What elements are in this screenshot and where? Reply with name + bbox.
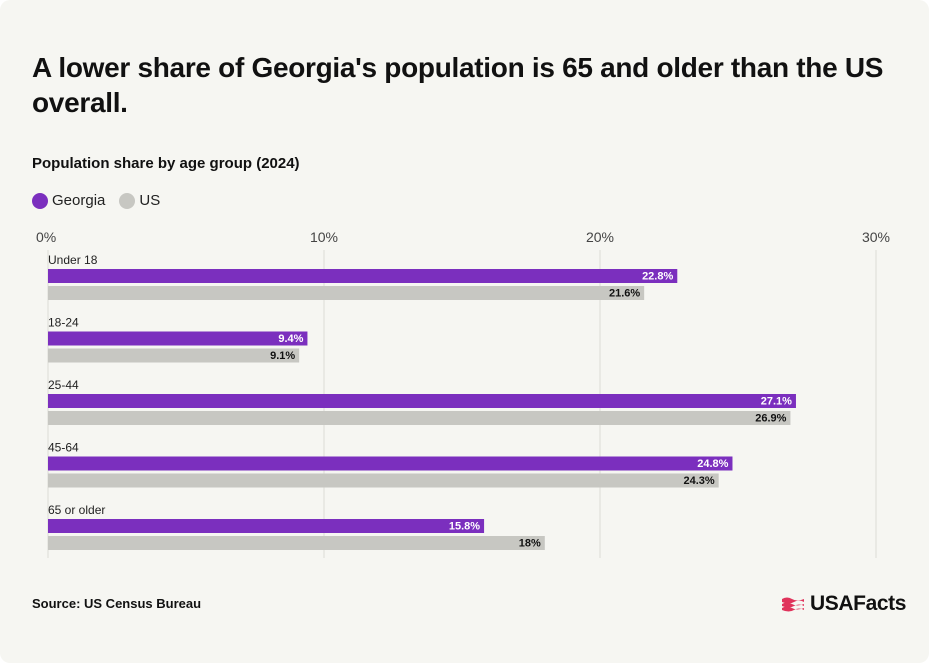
bar-us bbox=[48, 536, 545, 550]
data-label-georgia: 27.1% bbox=[761, 396, 792, 408]
legend-item-us: US bbox=[119, 192, 160, 209]
data-label-us: 9.1% bbox=[270, 350, 295, 362]
bar-us bbox=[48, 286, 645, 300]
bar-us bbox=[48, 348, 300, 363]
x-tick-label: 0% bbox=[36, 229, 56, 245]
data-label-us: 18% bbox=[519, 538, 541, 550]
data-label-georgia: 9.4% bbox=[278, 333, 303, 345]
chart-title: A lower share of Georgia's population is… bbox=[32, 52, 884, 118]
category-label: 45-64 bbox=[48, 441, 79, 455]
data-label-us: 24.3% bbox=[683, 475, 714, 487]
data-label-georgia: 15.8% bbox=[449, 521, 480, 533]
legend-label-georgia: Georgia bbox=[52, 192, 106, 209]
legend-label-us: US bbox=[139, 192, 161, 209]
bar-georgia bbox=[48, 331, 308, 346]
category-label: 65 or older bbox=[48, 503, 105, 517]
usafacts-logo: USAFacts bbox=[780, 592, 906, 616]
chart-subtitle: Population share by age group (2024) bbox=[32, 155, 300, 172]
data-label-georgia: 24.8% bbox=[697, 458, 728, 470]
category-label: 18-24 bbox=[48, 316, 79, 330]
usa-flag-icon bbox=[782, 597, 804, 612]
x-tick-label: 30% bbox=[862, 229, 890, 245]
data-label-us: 21.6% bbox=[609, 288, 640, 300]
legend: Georgia US bbox=[32, 192, 160, 209]
logo-text: USAFacts bbox=[810, 592, 906, 615]
data-label-georgia: 22.8% bbox=[642, 271, 673, 283]
legend-swatch-georgia bbox=[32, 192, 48, 209]
x-tick-label: 10% bbox=[310, 229, 338, 245]
data-label-us: 26.9% bbox=[755, 413, 786, 425]
legend-swatch-us bbox=[119, 192, 136, 209]
source-note: Source: US Census Bureau bbox=[32, 596, 202, 611]
bar-georgia bbox=[48, 456, 733, 471]
x-tick-label: 20% bbox=[586, 229, 614, 245]
category-label: 25-44 bbox=[48, 378, 79, 392]
bar-us bbox=[48, 473, 719, 488]
bar-georgia bbox=[48, 394, 796, 408]
category-label: Under 18 bbox=[48, 253, 98, 267]
legend-item-georgia: Georgia bbox=[32, 192, 105, 209]
bar-us bbox=[48, 411, 791, 425]
bar-georgia bbox=[48, 519, 485, 533]
bar-georgia bbox=[48, 269, 678, 283]
